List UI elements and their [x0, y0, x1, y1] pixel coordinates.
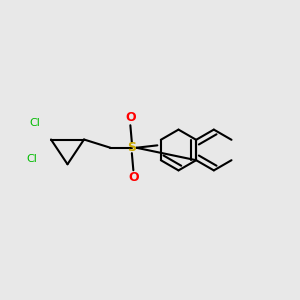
Text: S: S: [128, 141, 136, 154]
Text: Cl: Cl: [26, 154, 37, 164]
Text: Cl: Cl: [29, 118, 40, 128]
Text: O: O: [125, 111, 136, 124]
Text: O: O: [128, 171, 139, 184]
